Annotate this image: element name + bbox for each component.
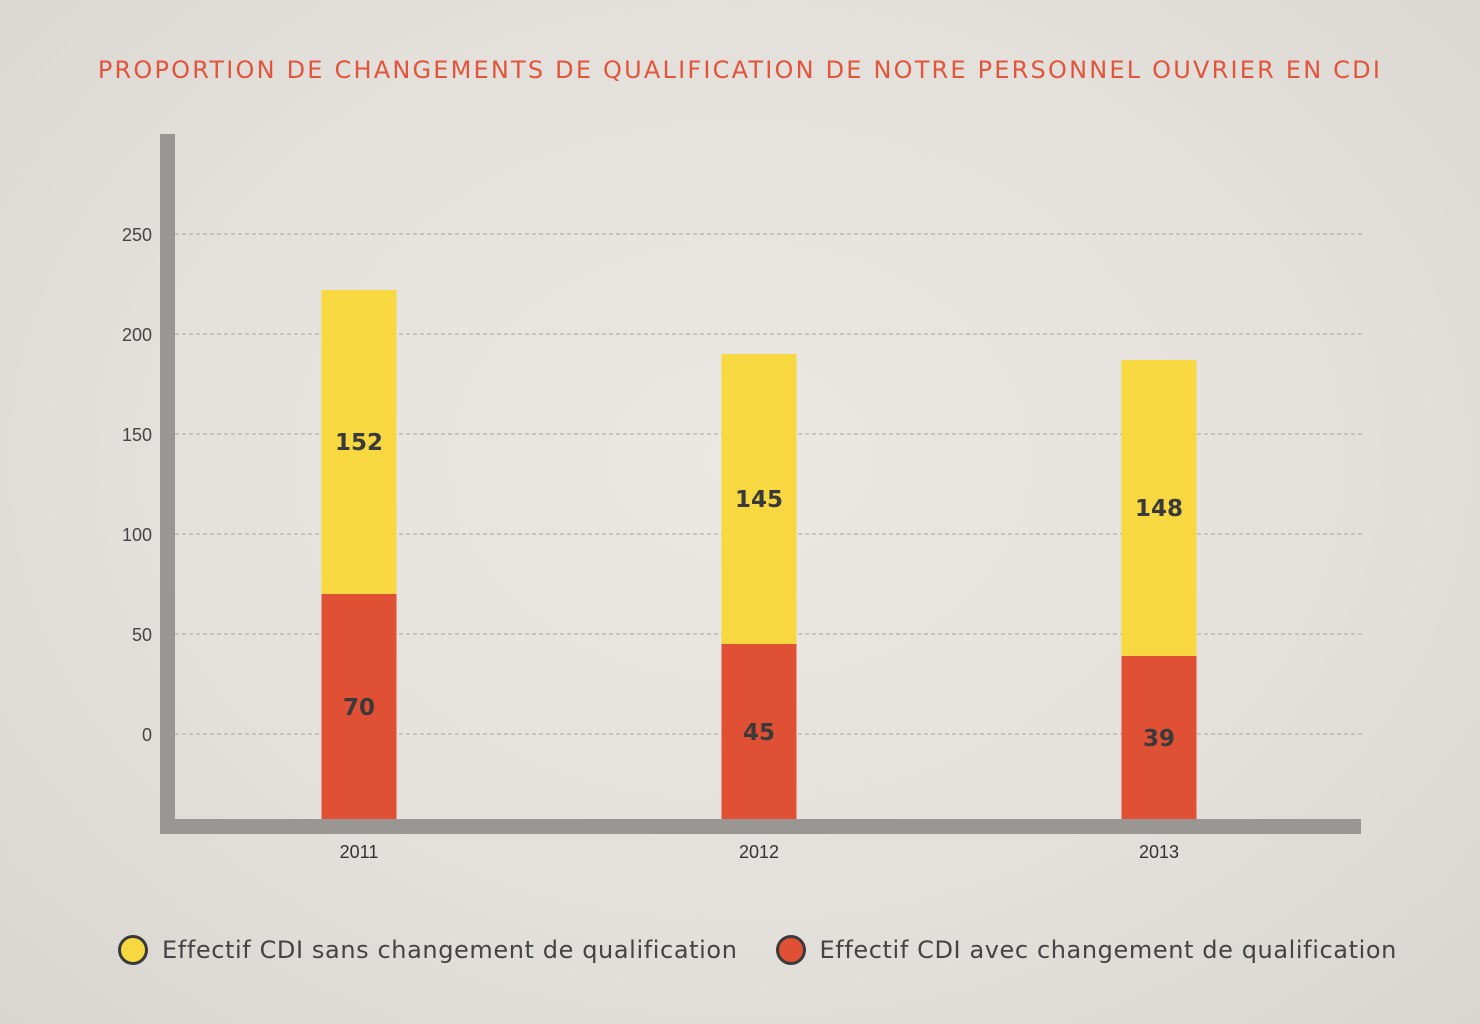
data-label: 70 [343, 695, 375, 721]
data-label: 148 [1135, 496, 1183, 522]
bar-without-change-2012 [721, 354, 797, 644]
data-label: 45 [743, 720, 775, 746]
x-tick-label: 2013 [1139, 842, 1179, 862]
bar-without-change-2011 [321, 290, 397, 594]
y-tick-label: 50 [132, 625, 152, 645]
legend-item: Effectif CDI avec changement de qualific… [775, 935, 1397, 965]
bar-with-change-2013 [1121, 656, 1197, 820]
x-axis [160, 819, 1361, 834]
bar-with-change-2011 [321, 594, 397, 820]
data-label: 39 [1143, 726, 1175, 752]
y-tick-label: 100 [122, 525, 152, 545]
data-label: 145 [735, 487, 783, 513]
y-axis-ticks: 0 50 100 150 200 250 [122, 225, 152, 745]
data-label: 152 [335, 430, 383, 456]
y-tick-label: 150 [122, 425, 152, 445]
legend-label: Effectif CDI avec changement de qualific… [819, 936, 1397, 964]
bar-without-change-2013 [1121, 360, 1197, 656]
legend-swatch-icon [775, 935, 806, 965]
bars: 70 152 45 145 39 148 [321, 290, 1197, 820]
bar-with-change-2012 [721, 644, 797, 820]
x-axis-labels: 2011 2012 2013 [340, 842, 1179, 862]
y-tick-label: 0 [142, 725, 152, 745]
x-tick-label: 2012 [739, 842, 779, 862]
legend-item: Effectif CDI sans changement de qualific… [118, 935, 738, 965]
y-tick-label: 250 [122, 225, 152, 245]
legend-swatch-icon [118, 935, 148, 965]
legend: Effectif CDI sans changement de qualific… [118, 928, 1418, 972]
x-tick-label: 2011 [340, 842, 379, 862]
y-tick-label: 200 [122, 325, 152, 345]
axes [160, 134, 1361, 834]
y-axis [160, 134, 175, 834]
chart-title: PROPORTION DE CHANGEMENTS DE QUALIFICATI… [97, 56, 1383, 84]
legend-label: Effectif CDI sans changement de qualific… [162, 936, 738, 964]
